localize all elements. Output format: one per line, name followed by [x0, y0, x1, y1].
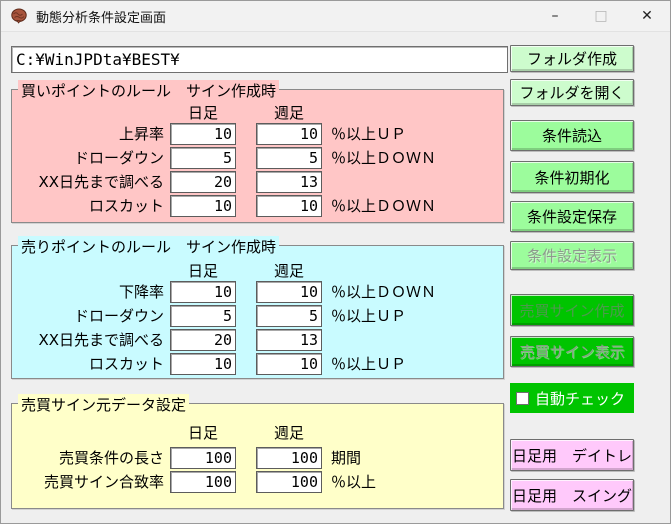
- init-conditions-button[interactable]: 条件初期化: [510, 161, 634, 193]
- sell-drawdown-daily-input[interactable]: [170, 304, 236, 327]
- buy-losscut-daily-input[interactable]: [170, 194, 236, 217]
- sell-fall-weekly-input[interactable]: [256, 280, 322, 303]
- sell-lookahead-daily-input[interactable]: [170, 328, 236, 351]
- buy-lookahead-weekly-input[interactable]: [256, 170, 322, 193]
- buy-rise-weekly-input[interactable]: [256, 122, 322, 145]
- buy-drawdown-daily-input[interactable]: [170, 146, 236, 169]
- open-folder-button[interactable]: フォルダを開く: [510, 79, 634, 106]
- source-daily-header: 日足: [187, 424, 218, 442]
- maximize-button[interactable]: □: [594, 8, 608, 24]
- buy-weekly-header: 週足: [273, 104, 304, 122]
- sell-rows: 下降率 ％以上ＤＯＷＮ ドローダウン ％以上ＵＰ XX日先まで調べる ロスカット: [12, 280, 503, 376]
- show-signal-button[interactable]: 売買サイン表示: [510, 336, 634, 367]
- condition-length-daily-input[interactable]: [170, 446, 236, 469]
- sell-panel-title: 売りポイントのルール サイン作成時: [18, 236, 280, 257]
- sell-row-losscut: ロスカット ％以上ＵＰ: [12, 352, 503, 375]
- buy-rows: 上昇率 ％以上ＵＰ ドローダウン ％以上ＤＯＷＮ XX日先まで調べる ロスカット: [12, 122, 503, 218]
- auto-check-label: 自動チェック: [535, 389, 626, 408]
- match-rate-daily-input[interactable]: [170, 470, 236, 493]
- sell-losscut-weekly-input[interactable]: [256, 352, 322, 375]
- save-conditions-button[interactable]: 条件設定保存: [510, 201, 634, 232]
- daytrade-preset-button[interactable]: 日足用 デイトレ: [510, 439, 634, 471]
- buy-drawdown-weekly-input[interactable]: [256, 146, 322, 169]
- buy-row-drawdown: ドローダウン ％以上ＤＯＷＮ: [12, 146, 503, 169]
- sell-row-fall: 下降率 ％以上ＤＯＷＮ: [12, 280, 503, 303]
- sell-daily-header: 日足: [187, 262, 218, 280]
- sell-row-drawdown: ドローダウン ％以上ＵＰ: [12, 304, 503, 327]
- sell-row-lookahead: XX日先まで調べる: [12, 328, 503, 351]
- sell-weekly-header: 週足: [273, 262, 304, 280]
- buy-row-rise: 上昇率 ％以上ＵＰ: [12, 122, 503, 145]
- window-title: 動態分析条件設定画面: [36, 10, 167, 26]
- create-signal-button[interactable]: 売買サイン作成: [510, 294, 634, 326]
- swing-preset-button[interactable]: 日足用 スイング: [510, 479, 634, 511]
- app-brain-icon: [11, 8, 27, 24]
- source-weekly-header: 週足: [273, 424, 304, 442]
- buy-daily-header: 日足: [187, 104, 218, 122]
- auto-check-checkbox[interactable]: [516, 391, 529, 405]
- buy-losscut-weekly-input[interactable]: [256, 194, 322, 217]
- sell-lookahead-weekly-input[interactable]: [256, 328, 322, 351]
- title-bar: 動態分析条件設定画面 – □ ✕: [1, 1, 670, 32]
- buy-rules-panel: 買いポイントのルール サイン作成時 日足 週足 上昇率 ％以上ＵＰ ドローダウン…: [11, 80, 504, 223]
- match-rate-weekly-input[interactable]: [256, 470, 322, 493]
- sell-drawdown-weekly-input[interactable]: [256, 304, 322, 327]
- minimize-button[interactable]: –: [551, 8, 559, 24]
- sell-fall-daily-input[interactable]: [170, 280, 236, 303]
- auto-check-bar: 自動チェック: [510, 383, 634, 413]
- sell-rules-panel: 売りポイントのルール サイン作成時 日足 週足 下降率 ％以上ＤＯＷＮ ドローダ…: [11, 236, 504, 379]
- create-folder-button[interactable]: フォルダ作成: [510, 45, 634, 72]
- source-row-matchrate: 売買サイン合致率 ％以上: [12, 470, 503, 493]
- source-row-length: 売買条件の長さ 期間: [12, 446, 503, 469]
- load-conditions-button[interactable]: 条件読込: [510, 120, 634, 151]
- window-controls: – □ ✕: [532, 1, 670, 31]
- signal-source-panel: 売買サイン元データ設定 日足 週足 売買条件の長さ 期間 売買サイン合致率 ％以…: [11, 394, 504, 509]
- sell-losscut-daily-input[interactable]: [170, 352, 236, 375]
- buy-row-losscut: ロスカット ％以上ＤＯＷＮ: [12, 194, 503, 217]
- buy-row-lookahead: XX日先まで調べる: [12, 170, 503, 193]
- condition-length-weekly-input[interactable]: [256, 446, 322, 469]
- buy-lookahead-daily-input[interactable]: [170, 170, 236, 193]
- source-panel-title: 売買サイン元データ設定: [18, 394, 190, 415]
- source-rows: 売買条件の長さ 期間 売買サイン合致率 ％以上: [12, 446, 503, 494]
- close-button[interactable]: ✕: [641, 8, 653, 24]
- buy-panel-title: 買いポイントのルール サイン作成時: [18, 80, 280, 101]
- show-conditions-button[interactable]: 条件設定表示: [510, 241, 634, 270]
- folder-path-input[interactable]: [11, 46, 508, 73]
- buy-rise-daily-input[interactable]: [170, 122, 236, 145]
